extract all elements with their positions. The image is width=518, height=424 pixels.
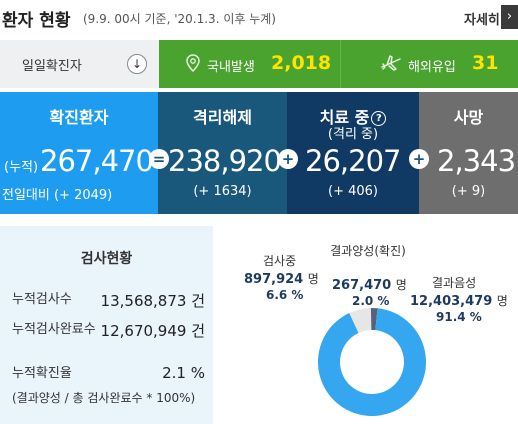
negative-unit: 명 [496,294,508,308]
chevron-right-icon[interactable]: › [501,5,518,29]
overseas-label: 해외유입 [408,60,456,75]
testing-label: 검사중 [263,254,297,268]
testing-title: 검사현황 [80,251,133,267]
total-tests-value: 13,568,873 건 [100,292,205,310]
airplane-icon [381,54,401,76]
negative-value: 12,403,479 [410,294,493,309]
deaths-value: 2,343 [437,144,516,178]
help-circle-icon[interactable]: ? [371,111,387,126]
plus-operator: + [409,149,429,169]
equals-operator: = [149,149,169,169]
testing-unit: 명 [307,272,319,286]
released-change: (+ 1634) [193,184,252,199]
daily-confirmed-toggle[interactable]: 일일확진자 ↓ [0,40,159,88]
released-card: 격리해제 238,920 (+ 1634) [158,92,287,214]
confirmed-card: 확진환자 (누적) 267,470 전일대비 (+ 2049) [0,92,158,214]
treatment-change: (+ 406) [328,184,378,199]
page-subtitle: (9.9. 00시 기준, '20.1.3. 이후 누계) [83,12,276,26]
positive-value: 267,470 [332,278,392,293]
negative-percent: 91.4 % [436,310,482,324]
treatment-title: 치료 중? [287,104,419,128]
testing-value: 897,924 [244,272,304,287]
slice-testing [349,308,372,333]
donut-chart [318,308,426,416]
daily-confirmed-label: 일일확진자 [22,59,82,74]
treatment-card: 치료 중? (격리 중) 26,207 (+ 406) [287,92,419,214]
testing-percent: 6.6 % [266,288,304,302]
arrow-down-icon[interactable]: ↓ [127,54,147,74]
released-value: 238,920 [168,144,282,178]
treatment-subtitle: (격리 중) [327,127,379,142]
plus-operator: + [278,149,298,169]
domestic-value: 2,018 [271,52,332,74]
positive-percent: 2.0 % [352,294,390,308]
cumulative-label: (누적) [4,160,39,175]
test-results-chart: 검사중 897,924 명 6.6 % 결과양성(확진) 267,470 명 2… [220,226,518,424]
completed-tests-value: 12,670,949 건 [100,322,205,340]
status-header: 환자 현황 (9.9. 00시 기준, '20.1.3. 이후 누계) 자세히 … [0,0,518,38]
domestic-cases: 국내발생 2,018 [159,40,340,88]
positive-label: 결과양성(확진) [330,244,406,258]
total-tests-label: 누적검사수 [12,292,72,307]
page-title: 환자 현황 [2,11,71,31]
daily-confirmed-bar: 일일확진자 ↓ 국내발생 2,018 해외유입 31 [0,40,518,88]
confirmed-title: 확진환자 [49,108,109,127]
slice-positive [370,308,378,331]
positive-unit: 명 [395,278,407,292]
deaths-change: (+ 9) [451,184,486,199]
domestic-label: 국내발생 [207,60,255,75]
positive-rate-value: 2.1 % [162,364,205,382]
slice-negative [318,308,426,416]
negative-label: 결과음성 [432,276,477,290]
negative-value-row: 12,403,479 명 [410,292,508,309]
treatment-value: 26,207 [305,144,401,178]
deaths-card: 사망 2,343 (+ 9) [419,92,518,214]
overseas-cases: 해외유입 31 [340,40,518,88]
positive-value-row: 267,470 명 [332,276,407,293]
location-pin-icon [186,54,200,76]
deaths-title: 사망 [453,108,484,127]
more-link[interactable]: 자세히 [464,13,500,28]
testing-value-row: 897,924 명 [244,270,319,287]
confirmed-value: 267,470 [40,144,154,178]
testing-panel: 검사현황 누적검사수 13,568,873 건 누적검사완료수 12,670,9… [0,226,213,424]
positive-rate-label: 누적확진율 [12,366,72,381]
released-title: 격리해제 [193,108,252,127]
patient-stats: 확진환자 (누적) 267,470 전일대비 (+ 2049) 격리해제 238… [0,92,518,214]
treatment-title-text: 치료 중 [319,108,370,127]
completed-tests-label: 누적검사완료수 [12,322,96,337]
positive-rate-note: (결과양성 / 총 검사완료수 * 100%) [12,391,196,405]
confirmed-change: 전일대비 (+ 2049) [2,188,113,203]
overseas-value: 31 [472,52,499,74]
